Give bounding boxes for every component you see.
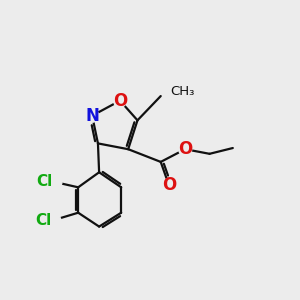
Text: N: N <box>85 107 99 125</box>
Circle shape <box>43 172 62 191</box>
Text: O: O <box>162 176 176 194</box>
Circle shape <box>42 212 61 230</box>
Circle shape <box>85 109 99 122</box>
Text: CH₃: CH₃ <box>170 85 194 98</box>
Text: O: O <box>113 92 127 110</box>
Circle shape <box>162 178 176 191</box>
Text: O: O <box>178 140 192 158</box>
Circle shape <box>113 94 127 107</box>
Text: Cl: Cl <box>36 174 52 189</box>
Text: Cl: Cl <box>35 213 52 228</box>
Circle shape <box>178 143 192 156</box>
